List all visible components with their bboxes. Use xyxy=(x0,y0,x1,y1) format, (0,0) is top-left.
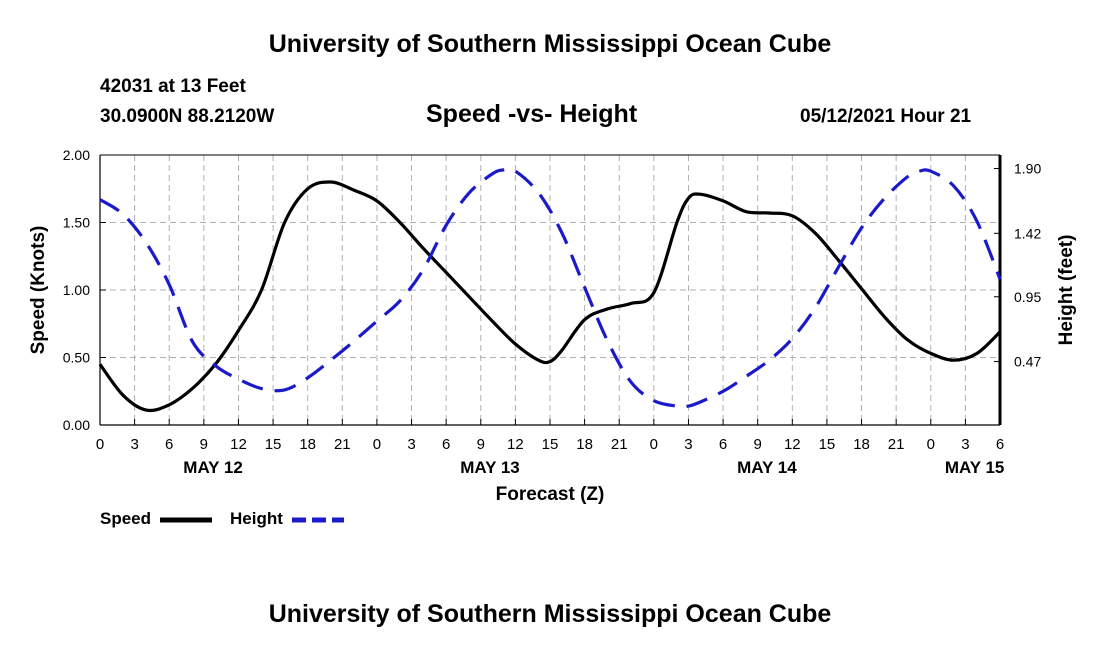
x-tick-label: 15 xyxy=(265,436,282,453)
station-label: 42031 at 13 Feet xyxy=(100,76,246,97)
y2-tick-label: 0.47 xyxy=(1014,354,1041,370)
x-tick-label: 0 xyxy=(373,436,381,453)
x-tick-label: 9 xyxy=(754,436,762,453)
x-tick-label: 18 xyxy=(299,436,316,453)
station-coordinates: 30.0900N 88.2120W xyxy=(100,106,275,127)
grid-lines xyxy=(100,155,1000,425)
axes xyxy=(99,154,1002,426)
x-tick-label: 21 xyxy=(334,436,351,453)
day-label: MAY 14 xyxy=(737,458,797,477)
y-tick-label: 2.00 xyxy=(63,147,90,163)
axis-labels: 0 3 6 9 12 15 18 21 0 3 6 9 12 15 18 21 0 3 6 9 12 15 18 21 0 3 6 0… xyxy=(28,147,1077,505)
x-tick-label: 12 xyxy=(507,436,524,453)
footer-title: University of Southern Mississippi Ocean… xyxy=(268,600,832,628)
x-tick-label: 21 xyxy=(611,436,628,453)
x-tick-label: 9 xyxy=(200,436,208,453)
x-tick-label: 3 xyxy=(407,436,415,453)
x-tick-label: 15 xyxy=(542,436,559,453)
x-tick-label: 6 xyxy=(442,436,450,453)
x-tick-label: 12 xyxy=(230,436,247,453)
x-tick-label: 9 xyxy=(477,436,485,453)
day-label: MAY 15 xyxy=(945,458,1005,477)
x-tick-label: 15 xyxy=(819,436,836,453)
x-tick-label: 18 xyxy=(853,436,870,453)
y-tick-label: 0.00 xyxy=(63,417,90,433)
height-series-line xyxy=(99,167,1002,409)
y-tick-label: 0.50 xyxy=(63,350,90,366)
x-tick-label: 3 xyxy=(130,436,138,453)
chart-title: University of Southern Mississippi Ocean… xyxy=(268,30,832,58)
y2-tick-label: 1.90 xyxy=(1014,161,1041,177)
x-tick-label: 18 xyxy=(576,436,593,453)
y-axis-title: Speed (Knots) xyxy=(28,226,49,355)
y2-axis-title: Height (feet) xyxy=(1056,235,1077,346)
x-tick-label: 6 xyxy=(719,436,727,453)
x-tick-label: 6 xyxy=(996,436,1004,453)
y-tick-label: 1.50 xyxy=(63,215,90,231)
x-tick-label: 0 xyxy=(650,436,658,453)
x-tick-label: 0 xyxy=(96,436,104,453)
y-tick-label: 1.00 xyxy=(63,282,90,298)
y2-tick-label: 0.95 xyxy=(1014,289,1041,305)
x-tick-label: 12 xyxy=(784,436,801,453)
forecast-datetime: 05/12/2021 Hour 21 xyxy=(800,106,972,127)
x-tick-label: 6 xyxy=(165,436,173,453)
series-lines xyxy=(98,167,1002,413)
legend-speed-label: Speed xyxy=(100,509,151,528)
x-axis-title: Forecast (Z) xyxy=(496,484,605,505)
x-tick-label: 3 xyxy=(684,436,692,453)
day-label: MAY 13 xyxy=(460,458,520,477)
day-label: MAY 12 xyxy=(183,458,243,477)
chart-subtitle: Speed -vs- Height xyxy=(426,100,638,128)
y2-tick-label: 1.42 xyxy=(1014,225,1041,241)
legend: Speed Height xyxy=(100,509,344,528)
x-tick-label: 21 xyxy=(888,436,905,453)
legend-height-label: Height xyxy=(230,509,283,528)
x-tick-label: 3 xyxy=(961,436,969,453)
speed-series-line xyxy=(98,180,1002,413)
x-tick-label: 0 xyxy=(927,436,935,453)
